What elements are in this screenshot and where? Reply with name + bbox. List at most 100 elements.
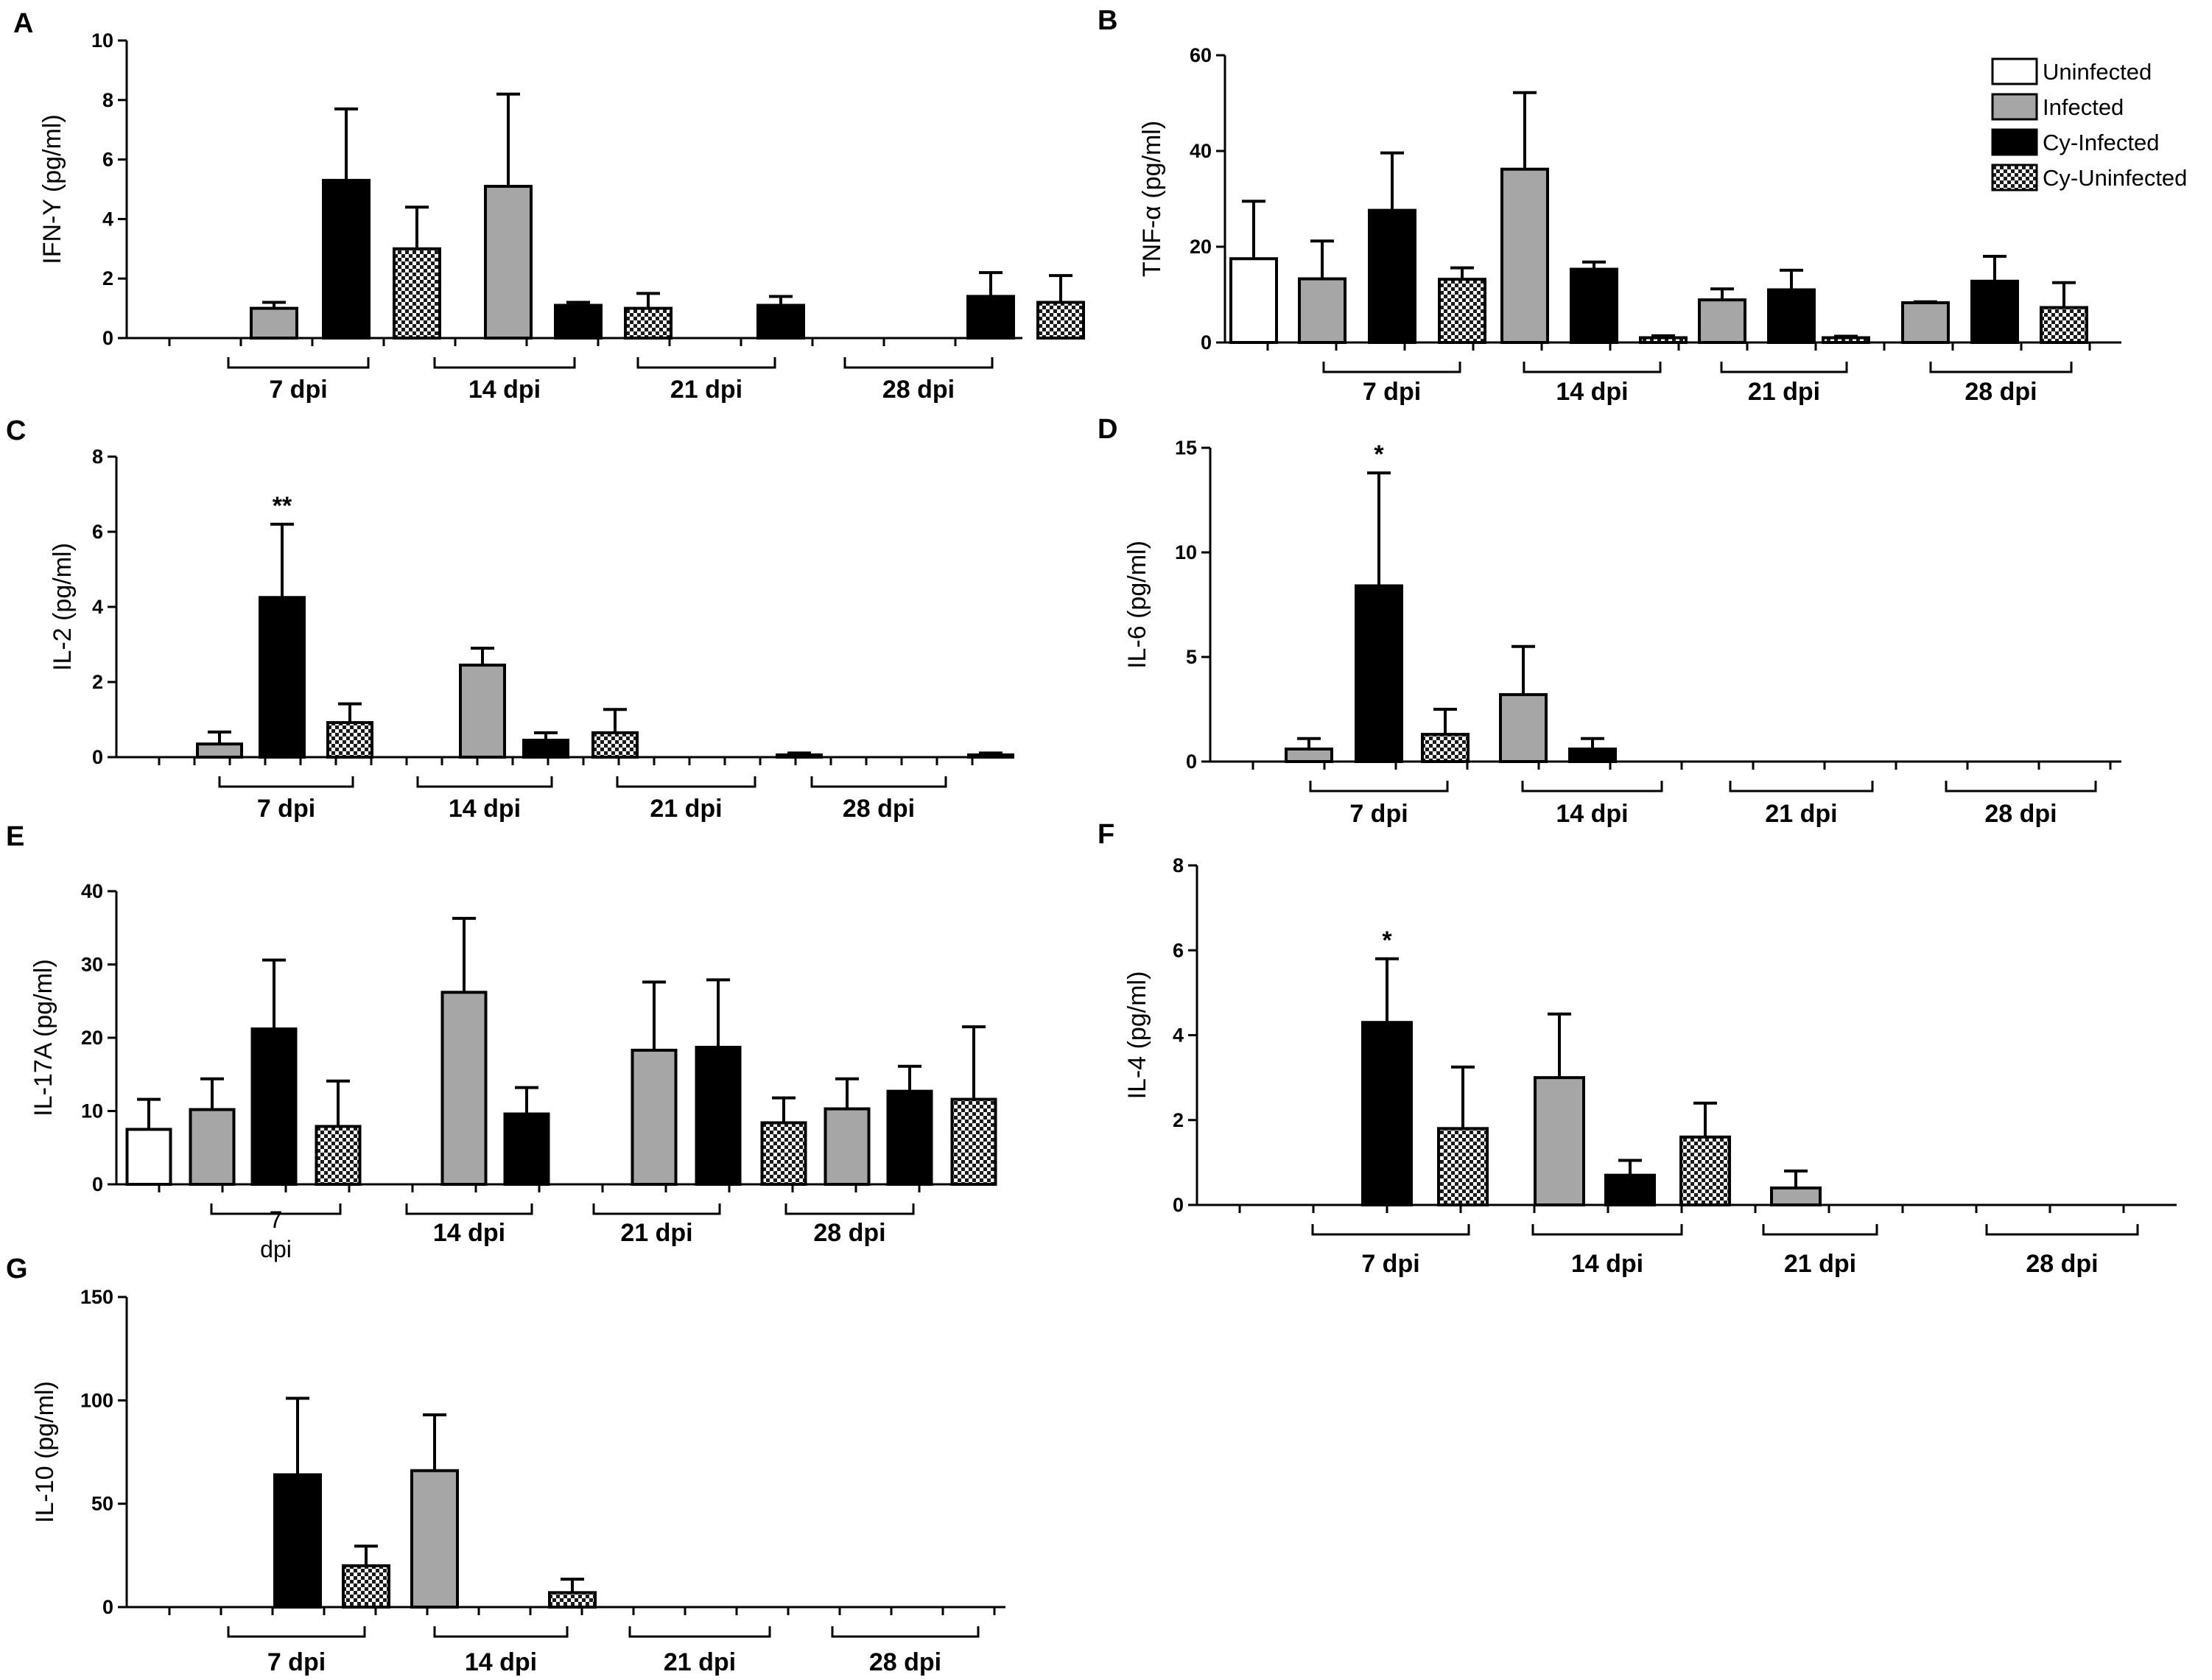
legend-label: Cy-Uninfected — [2043, 165, 2187, 191]
group-label: 7 dpi — [1349, 800, 1408, 828]
y-tick-label: 100 — [80, 1389, 113, 1411]
y-tick-label: 2 — [102, 267, 113, 289]
bar-uninfected — [1229, 257, 1278, 344]
group-bracket — [433, 357, 576, 369]
panel-d: D IL-6 (pg/ml) 0 5 10 15 * 7 dpi 14 dpi 21 dpi 28 … — [1098, 414, 2121, 828]
bar-infected — [1698, 298, 1746, 344]
y-tick-label: 0 — [1173, 1194, 1184, 1216]
group-label: 7 dpi — [1363, 378, 1421, 406]
bar-cy-infected — [554, 303, 603, 340]
group-label: 14 dpi — [1556, 800, 1628, 828]
panel-c: C IL-2 (pg/ml) 0 2 4 6 8 ** 7 dpi 14 dpi 21 dpi 28 … — [6, 415, 1014, 823]
y-tick-label: 2 — [1173, 1109, 1184, 1131]
group-label: 14 dpi — [449, 795, 521, 823]
bar-infected — [459, 664, 506, 759]
bar-cy-infected — [695, 1045, 742, 1187]
group-bracket — [1929, 362, 2073, 373]
bar-cy-infected — [1970, 279, 2019, 344]
bar-cy-uninfected — [1639, 336, 1688, 344]
bar-infected — [484, 184, 533, 340]
group-bracket — [1720, 362, 1848, 373]
panel-e: E IL-17A (pg/ml) 0 10 20 30 40 7 dpi 14 dpi 21 dpi… — [6, 821, 997, 1262]
bar-cy-infected — [1368, 208, 1416, 344]
bar-cy-uninfected — [2040, 306, 2088, 344]
bar-infected — [1285, 747, 1333, 764]
bar-cy-infected — [1355, 584, 1403, 763]
group-bracket — [1311, 1224, 1470, 1236]
group-bracket — [592, 1203, 721, 1215]
bar-cy-uninfected — [950, 1097, 997, 1186]
group-label: 7 dpi — [1361, 1250, 1419, 1278]
group-label: 28 dpi — [869, 1648, 941, 1676]
y-tick-label: 0 — [92, 1173, 103, 1195]
y-tick-label: 8 — [1173, 854, 1184, 876]
y-tick-label: 40 — [1190, 140, 1212, 162]
y-axis-title: IL-4 (pg/ml) — [1123, 971, 1151, 1100]
group-label: 21 dpi — [1748, 378, 1820, 406]
bar-cy-infected — [250, 1027, 298, 1187]
group-label: 14 dpi — [465, 1648, 537, 1676]
bar-cy-uninfected — [760, 1121, 807, 1187]
bar-cy-uninfected — [624, 306, 673, 340]
panel-letter: G — [6, 1254, 28, 1284]
bar-cy-infected — [1570, 267, 1618, 344]
bar-cy-uninfected — [1421, 733, 1470, 764]
group-label: 7 dpi — [269, 376, 327, 404]
y-tick-label: 2 — [92, 671, 103, 693]
bar-cy-infected — [886, 1089, 933, 1187]
significance-marker: ** — [273, 492, 292, 520]
y-tick-label: 50 — [91, 1493, 113, 1515]
y-tick-label: 8 — [102, 89, 113, 111]
group-bracket — [1309, 781, 1449, 792]
y-tick-label: 10 — [1175, 541, 1197, 563]
group-bracket — [218, 776, 354, 788]
bar-cy-infected — [756, 303, 805, 340]
bar-cy-infected — [1361, 1021, 1413, 1207]
group-label: 21 dpi — [650, 795, 722, 823]
legend-label: Cy-Infected — [2043, 130, 2160, 155]
group-bracket — [433, 1626, 569, 1638]
y-axis-title: IL-2 (pg/ml) — [49, 543, 77, 671]
group-label: 7 dpi — [267, 1648, 326, 1676]
bar-infected — [824, 1107, 871, 1187]
bar-infected — [1901, 301, 1950, 344]
bar-cy-uninfected — [1679, 1135, 1731, 1207]
legend: Uninfected Infected Cy-Infected Cy-Uninfect… — [1991, 57, 2187, 191]
y-axis-title: IL-6 (pg/ml) — [1123, 541, 1151, 669]
group-bracket — [831, 1626, 980, 1638]
y-tick-label: 4 — [1173, 1024, 1184, 1047]
y-tick-label: 8 — [92, 446, 103, 468]
y-tick-label: 0 — [102, 327, 113, 349]
panel-letter: A — [13, 8, 33, 39]
panel-letter: B — [1098, 5, 1117, 36]
group-label: 7 dpi — [260, 1206, 292, 1262]
y-tick-label: 20 — [1190, 236, 1212, 258]
bar-cy-infected — [1568, 747, 1617, 764]
y-tick-label: 60 — [1190, 44, 1212, 66]
y-tick-label: 4 — [92, 596, 103, 618]
group-bracket — [1762, 1224, 1878, 1236]
group-bracket — [810, 776, 947, 788]
bar-cy-infected — [1767, 288, 1816, 344]
bar-cy-uninfected — [1437, 1127, 1489, 1207]
y-tick-label: 150 — [80, 1286, 113, 1308]
bar-infected — [1770, 1186, 1822, 1206]
legend-swatch-cy-uninfected — [1991, 164, 2038, 191]
y-tick-label: 10 — [91, 29, 113, 52]
y-tick-label: 40 — [81, 880, 103, 902]
panel-letter: F — [1098, 819, 1114, 850]
bar-cy-uninfected — [967, 753, 1014, 759]
group-label: 21 dpi — [620, 1219, 692, 1247]
group-bracket — [843, 357, 994, 369]
group-bracket — [227, 1626, 366, 1638]
y-tick-label: 6 — [1173, 939, 1184, 961]
group-label: 14 dpi — [468, 376, 541, 404]
group-label: 21 dpi — [1784, 1250, 1856, 1278]
significance-marker: * — [1382, 927, 1392, 955]
group-label: 14 dpi — [433, 1219, 505, 1247]
y-tick-label: 6 — [102, 149, 113, 171]
group-bracket — [416, 776, 553, 788]
bar-infected — [250, 306, 298, 340]
bar-cy-uninfected — [591, 731, 639, 759]
bar-infected — [189, 1108, 236, 1187]
